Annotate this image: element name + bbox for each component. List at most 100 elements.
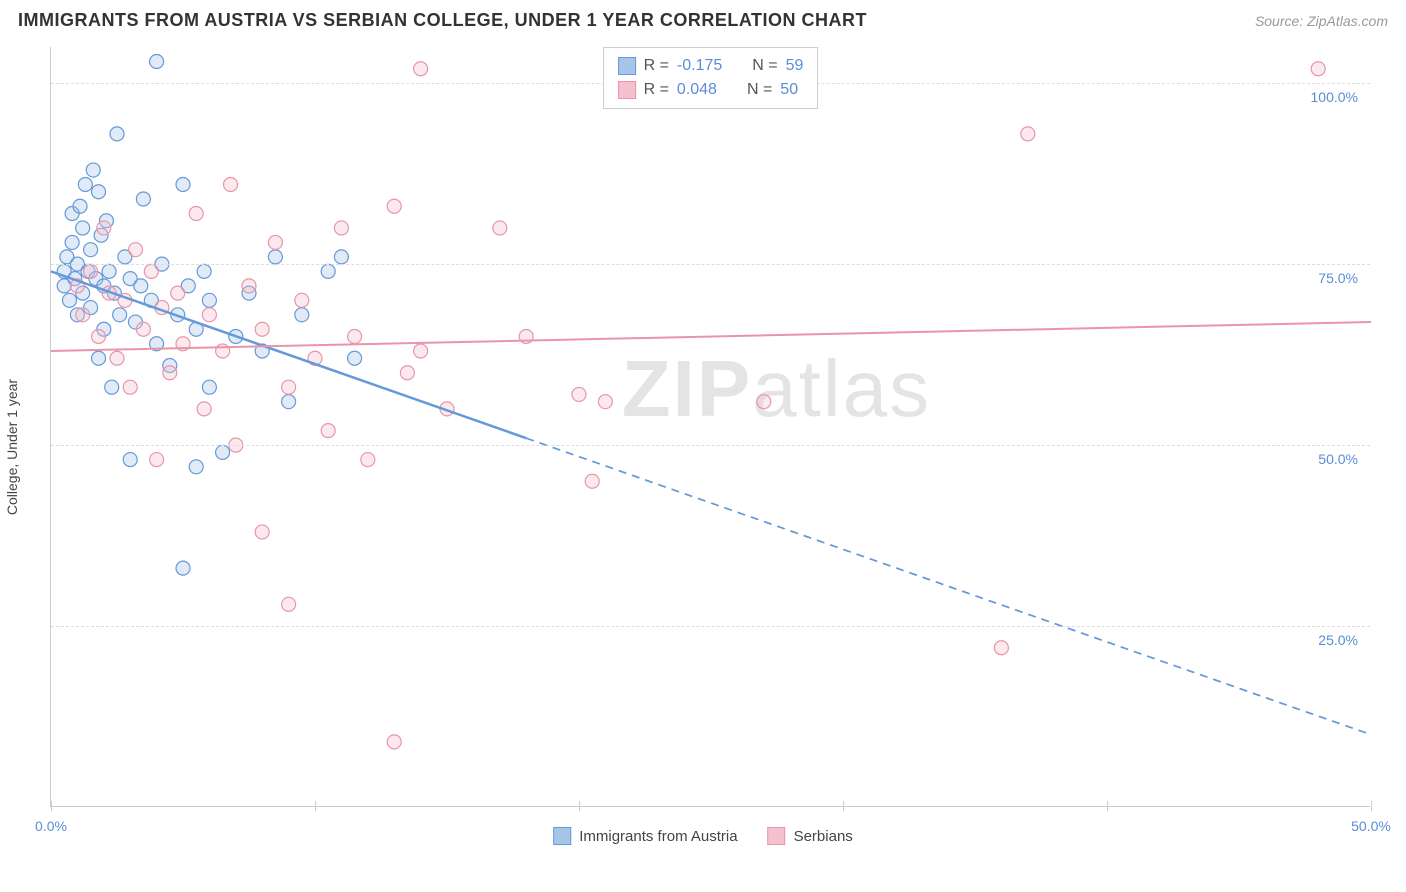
- data-point: [134, 279, 148, 293]
- data-point: [268, 250, 282, 264]
- plot-svg: [51, 47, 1370, 806]
- data-point: [321, 264, 335, 278]
- data-point: [216, 445, 230, 459]
- data-point: [76, 308, 90, 322]
- chart-header: IMMIGRANTS FROM AUSTRIA VS SERBIAN COLLE…: [0, 0, 1406, 37]
- data-point: [321, 424, 335, 438]
- data-point: [92, 351, 106, 365]
- trend-line-dashed: [526, 438, 1371, 734]
- gridline-h: [51, 264, 1370, 265]
- legend-swatch: [618, 81, 636, 99]
- data-point: [136, 192, 150, 206]
- data-point: [86, 163, 100, 177]
- series-legend: Immigrants from Austria Serbians: [553, 827, 853, 845]
- data-point: [387, 735, 401, 749]
- trend-line-solid: [51, 322, 1371, 351]
- data-point: [62, 293, 76, 307]
- data-point: [102, 264, 116, 278]
- data-point: [295, 308, 309, 322]
- legend-row: R =0.048N =50: [618, 78, 804, 102]
- data-point: [572, 387, 586, 401]
- data-point: [493, 221, 507, 235]
- r-value: 0.048: [677, 78, 717, 102]
- data-point: [92, 330, 106, 344]
- data-point: [97, 221, 111, 235]
- chart-title: IMMIGRANTS FROM AUSTRIA VS SERBIAN COLLE…: [18, 10, 867, 31]
- data-point: [334, 250, 348, 264]
- data-point: [150, 453, 164, 467]
- gridline-h: [51, 626, 1370, 627]
- data-point: [224, 178, 238, 192]
- data-point: [757, 395, 771, 409]
- r-value: -0.175: [677, 54, 722, 78]
- data-point: [361, 453, 375, 467]
- correlation-legend: R =-0.175N =59R =0.048N =50: [603, 47, 819, 109]
- chart-source: Source: ZipAtlas.com: [1255, 13, 1388, 29]
- r-label: R =: [644, 54, 669, 78]
- data-point: [144, 264, 158, 278]
- data-point: [92, 185, 106, 199]
- data-point: [202, 380, 216, 394]
- data-point: [1021, 127, 1035, 141]
- data-point: [598, 395, 612, 409]
- legend-label: Immigrants from Austria: [579, 828, 737, 845]
- data-point: [78, 178, 92, 192]
- data-point: [585, 474, 599, 488]
- data-point: [334, 221, 348, 235]
- plot-area: ZIPatlas R =-0.175N =59R =0.048N =50 25.…: [50, 47, 1370, 807]
- data-point: [282, 597, 296, 611]
- x-tick-label: 0.0%: [35, 818, 67, 834]
- y-tick-label: 75.0%: [1314, 270, 1362, 286]
- data-point: [73, 199, 87, 213]
- data-point: [202, 308, 216, 322]
- data-point: [110, 351, 124, 365]
- data-point: [255, 322, 269, 336]
- x-tick-label: 50.0%: [1351, 818, 1391, 834]
- data-point: [255, 525, 269, 539]
- data-point: [414, 62, 428, 76]
- data-point: [295, 293, 309, 307]
- data-point: [113, 308, 127, 322]
- x-tick: [1371, 801, 1372, 811]
- y-tick-label: 100.0%: [1307, 89, 1362, 105]
- data-point: [189, 460, 203, 474]
- y-tick-label: 25.0%: [1314, 632, 1362, 648]
- data-point: [282, 395, 296, 409]
- legend-item: Immigrants from Austria: [553, 827, 737, 845]
- x-tick: [1107, 801, 1108, 811]
- legend-swatch: [768, 827, 786, 845]
- x-tick: [579, 801, 580, 811]
- x-tick: [843, 801, 844, 811]
- x-tick: [51, 801, 52, 811]
- n-label: N =: [752, 54, 777, 78]
- data-point: [400, 366, 414, 380]
- data-point: [242, 279, 256, 293]
- data-point: [348, 330, 362, 344]
- data-point: [994, 641, 1008, 655]
- chart-container: College, Under 1 year ZIPatlas R =-0.175…: [0, 37, 1406, 857]
- data-point: [136, 322, 150, 336]
- data-point: [65, 235, 79, 249]
- data-point: [282, 380, 296, 394]
- data-point: [105, 380, 119, 394]
- data-point: [171, 286, 185, 300]
- y-tick-label: 50.0%: [1314, 451, 1362, 467]
- data-point: [76, 221, 90, 235]
- legend-swatch: [553, 827, 571, 845]
- data-point: [84, 264, 98, 278]
- data-point: [414, 344, 428, 358]
- data-point: [197, 264, 211, 278]
- legend-swatch: [618, 57, 636, 75]
- data-point: [163, 366, 177, 380]
- data-point: [387, 199, 401, 213]
- data-point: [110, 127, 124, 141]
- data-point: [216, 344, 230, 358]
- x-tick: [315, 801, 316, 811]
- legend-row: R = -0.175 N = 59: [618, 54, 804, 78]
- n-label: N =: [747, 78, 772, 102]
- data-point: [1311, 62, 1325, 76]
- data-point: [128, 243, 142, 257]
- data-point: [123, 453, 137, 467]
- legend-item: Serbians: [768, 827, 853, 845]
- n-value: 59: [786, 54, 804, 78]
